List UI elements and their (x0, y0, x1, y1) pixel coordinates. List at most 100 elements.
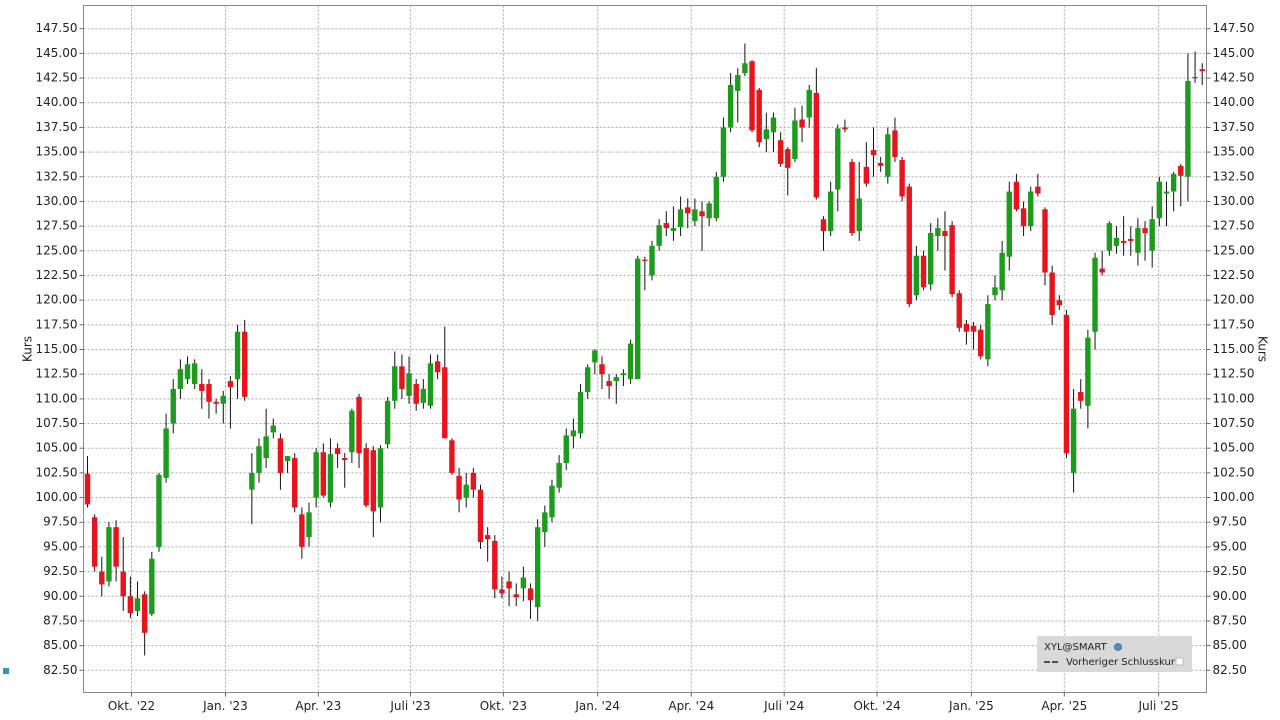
x-tick-label: Jan. '25 (948, 699, 994, 713)
candle-body (663, 223, 669, 229)
candle-body (577, 391, 584, 434)
candle-body (849, 161, 855, 234)
candle-body (191, 363, 198, 385)
candle-body (999, 252, 1005, 291)
candle-body (377, 448, 384, 508)
candle-body (556, 463, 562, 488)
candle-body (842, 127, 848, 130)
y2-tick-label: 140.00 (1213, 95, 1255, 109)
candle-body (720, 127, 727, 177)
candle-body (620, 373, 627, 376)
legend-checkbox[interactable] (1175, 657, 1184, 666)
y-tick-label: 82.50 (43, 663, 77, 677)
candle-body (806, 89, 812, 118)
candle-body (434, 361, 441, 373)
candle-body (134, 598, 141, 612)
candle-body (156, 474, 162, 547)
candle-body (249, 472, 255, 490)
y-tick-label: 145.00 (36, 46, 78, 60)
y-tick-label: 117.50 (36, 317, 78, 331)
candle-body (306, 512, 312, 538)
y-tick-label: 85.00 (43, 638, 77, 652)
y-tick-label: 120.00 (36, 293, 78, 307)
candle-body (1135, 228, 1141, 253)
candle-body (870, 150, 877, 156)
corner-icon (3, 668, 9, 674)
candle-body (1070, 408, 1077, 473)
candle-body (785, 149, 791, 168)
y2-tick-label: 82.50 (1213, 663, 1247, 677)
y2-tick-label: 85.00 (1213, 638, 1247, 652)
candle-body (113, 527, 119, 567)
candle-body (292, 458, 298, 508)
candle-body (106, 527, 112, 582)
candle-body (449, 440, 455, 473)
y2-tick-label: 100.00 (1213, 490, 1255, 504)
y-tick-label: 130.00 (36, 194, 78, 208)
candle-body (935, 228, 941, 236)
y-tick-label: 97.50 (43, 515, 77, 529)
x-tick-label: Juli '24 (763, 699, 804, 713)
candle-body (334, 448, 341, 455)
candle-body (99, 571, 105, 585)
candle-body (649, 245, 655, 276)
y-axis-label: Kurs (21, 336, 35, 362)
y2-tick-label: 142.50 (1213, 71, 1255, 85)
y2-tick-label: 97.50 (1213, 515, 1247, 529)
candle-body (463, 484, 469, 498)
x-tick-label: Juli '23 (389, 699, 430, 713)
y-tick-label: 142.50 (36, 71, 78, 85)
candle-body (1192, 77, 1198, 79)
candle-body (877, 162, 884, 166)
y-tick-label: 100.00 (36, 490, 78, 504)
candle-body (392, 366, 398, 401)
y-tick-label: 110.00 (36, 391, 78, 405)
candle-body (863, 166, 870, 184)
candle-body (456, 475, 462, 500)
candle-body (899, 159, 905, 197)
y2-tick-label: 105.00 (1213, 441, 1255, 455)
candle-body (956, 293, 962, 328)
candle-body (563, 435, 569, 464)
candle-body (163, 428, 169, 478)
candle-body (442, 367, 448, 439)
candle-body (856, 198, 862, 232)
x-tick-label: Apr. '24 (668, 699, 714, 713)
candle-body (792, 120, 798, 159)
candle-body (570, 430, 577, 437)
candle-body (1028, 191, 1034, 227)
candle-body (413, 384, 419, 404)
candle-body (727, 84, 734, 128)
candle-body (1106, 223, 1113, 251)
candle-body (349, 410, 355, 453)
candle-body (706, 203, 712, 219)
candle-body (763, 129, 770, 140)
candle-body (1078, 391, 1084, 401)
candle-body (906, 186, 912, 305)
candle-body (199, 384, 205, 391)
y2-tick-label: 110.00 (1213, 391, 1255, 405)
y-tick-label: 125.00 (36, 243, 78, 257)
candle-body (992, 287, 998, 296)
candle-body (627, 343, 634, 380)
candle-body (685, 207, 691, 214)
candle-body (742, 63, 748, 74)
y-tick-label: 92.50 (43, 564, 77, 578)
y-tick-label: 105.00 (36, 441, 78, 455)
y2-tick-label: 130.00 (1213, 194, 1255, 208)
y-tick-label: 115.00 (36, 342, 78, 356)
candle-body (1163, 191, 1170, 194)
candle-body (499, 589, 505, 594)
y-tick-label: 137.50 (36, 120, 78, 134)
y2-tick-label: 87.50 (1213, 613, 1247, 627)
y2-tick-label: 90.00 (1213, 589, 1247, 603)
candle-body (770, 117, 777, 133)
x-tick-label: Apr. '25 (1041, 699, 1087, 713)
candle-body (477, 489, 484, 542)
candle-body (363, 448, 369, 506)
candle-body (1199, 69, 1205, 72)
candle-body (170, 388, 176, 424)
candle-body (1185, 81, 1191, 177)
candle-body (756, 89, 762, 143)
